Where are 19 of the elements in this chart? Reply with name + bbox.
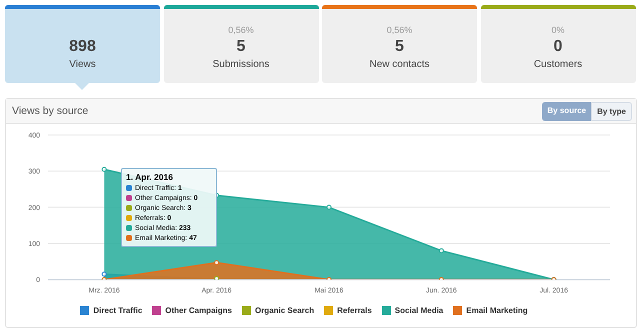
text: Views (68, 59, 97, 70)
chart-title: Views by source (12, 105, 88, 117)
legend-label: Referrals (337, 306, 372, 315)
legend-label: Direct Traffic (93, 306, 142, 315)
text: 5 (394, 38, 405, 56)
annotation: 1. Apr. 2016 (126, 172, 174, 182)
legend-label: Email Marketing (466, 306, 528, 315)
text: New contacts (368, 59, 431, 70)
text: Submissions (212, 59, 270, 70)
legend-label: Organic Search (254, 306, 314, 315)
text: 0% (550, 25, 566, 35)
legend-label: Other Campaigns (165, 306, 232, 315)
text: 0 (554, 38, 562, 55)
text: 898 (68, 38, 97, 56)
text: 5 (236, 38, 246, 56)
text: 0,56% (386, 25, 414, 35)
text: 0,56% (227, 25, 255, 35)
legend-label: Social Media (394, 306, 444, 315)
text: Customers (532, 59, 584, 70)
